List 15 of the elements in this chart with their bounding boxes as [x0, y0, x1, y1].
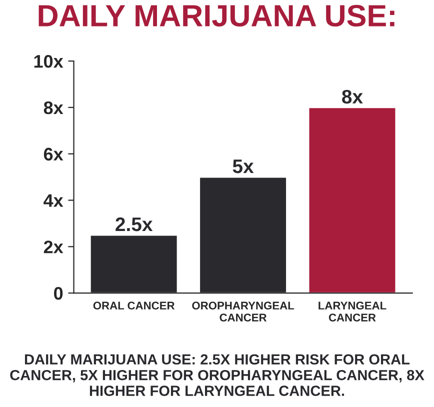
- bar: [308, 106, 397, 294]
- y-tick-label: 4x: [44, 194, 64, 207]
- text: DAILY MARIJUANA USE: 2.5X HIGHER RISK FOR ORAL CANCER, 5X HIGHER FOR OROPHARYNGEAL CANCER, 8X HIGHER FOR LARYNGEAL CANCER.: [10, 354, 424, 396]
- x-tick-label: LARYNGEAL CANCER: [318, 302, 386, 322]
- data-label: 5x: [232, 160, 254, 174]
- x-tick-label: ORAL CANCER: [93, 302, 175, 310]
- y-tick-label: 0: [54, 286, 63, 300]
- data-label: 2.5x: [116, 217, 153, 232]
- chart-title: DAILY MARIJUANA USE:: [38, 4, 394, 27]
- data-label: 8x: [342, 90, 363, 104]
- y-tick-label: 8x: [44, 101, 64, 114]
- y-tick-label: 6x: [44, 148, 64, 161]
- x-tick-label: OROPHARYNGEAL CANCER: [192, 302, 294, 322]
- y-tick-label: 2x: [44, 240, 64, 254]
- y-tick-label: 10x: [34, 54, 64, 68]
